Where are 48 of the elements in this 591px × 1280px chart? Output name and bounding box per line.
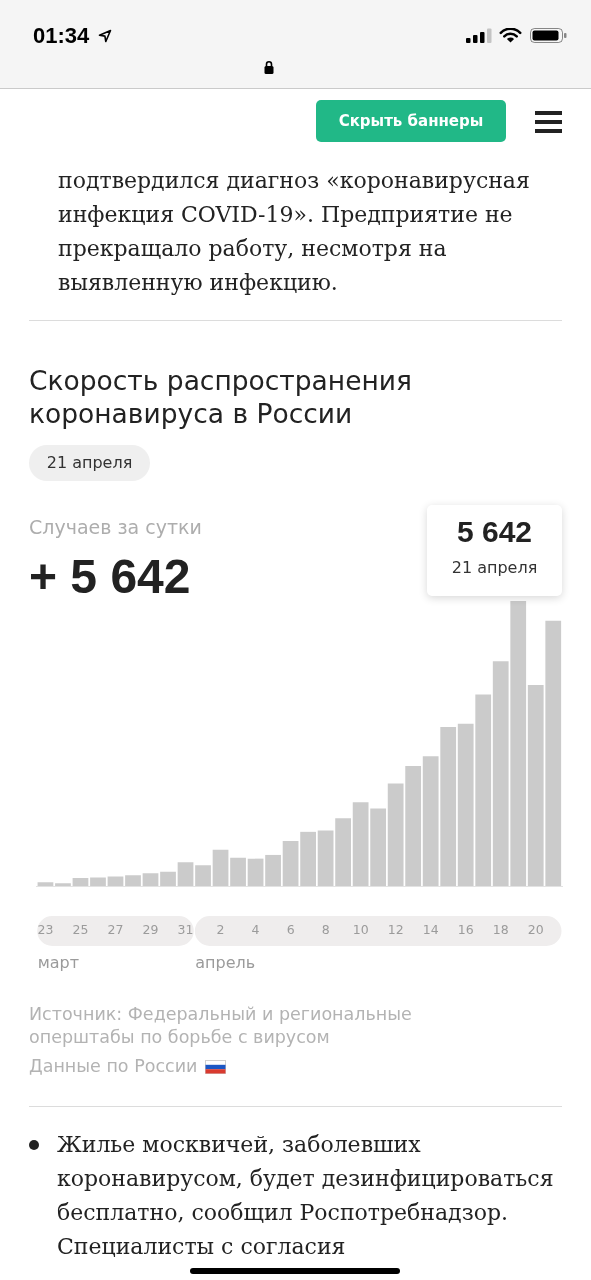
x-tick-label: 14	[422, 921, 439, 937]
bar	[177, 862, 194, 886]
text: Жилье москвичей, заболевших коронавирусом, будет дезинфицироваться бесплатно, сообщил Роспотребнадзор. Специалисты с согласия	[57, 1132, 554, 1259]
x-tick-label: 12	[387, 921, 404, 937]
y-axis-title: Случаев за сутки	[29, 516, 202, 538]
x-tick-label: 31	[177, 921, 194, 937]
text: 5 642	[456, 515, 533, 548]
chart-title: Скорость распространения коронавируса в России	[29, 365, 412, 429]
x-tick-label: 27	[107, 921, 124, 937]
bar	[142, 873, 159, 886]
bar	[90, 877, 106, 886]
text: март	[37, 953, 80, 973]
text: 21 апреля	[451, 558, 538, 577]
bar	[230, 857, 246, 886]
x-tick-label: 4	[251, 921, 260, 937]
bar	[335, 818, 351, 886]
bar	[265, 854, 281, 886]
x-tick-label: 25	[72, 921, 89, 937]
x-tick-label: 16	[457, 921, 474, 937]
x-tick-label: 2	[216, 921, 225, 937]
bar	[55, 883, 71, 886]
text: Данные по России	[29, 1055, 198, 1078]
x-tick-label: 29	[142, 921, 159, 937]
text: апрель	[195, 953, 256, 973]
text: 01:34	[33, 23, 90, 48]
bar	[125, 875, 141, 886]
x-tick-label: 18	[492, 921, 509, 937]
bar	[247, 858, 264, 886]
menu-icon[interactable]	[535, 111, 562, 133]
bar	[212, 849, 229, 886]
bar	[160, 871, 176, 886]
x-tick-label: 10	[352, 921, 369, 937]
text: Источник: Федеральный и региональные оперштабы по борьбе с вирусом	[29, 1004, 412, 1047]
annotation: + 5 642	[29, 550, 191, 603]
hide-banners-button[interactable]: Скрыть баннеры	[316, 100, 506, 142]
bar	[300, 831, 316, 886]
bar	[37, 882, 54, 886]
x-tick-label: 20	[527, 921, 544, 937]
bar	[282, 840, 299, 886]
bar	[195, 865, 211, 886]
chart-subtitle: 21 апреля	[46, 453, 133, 472]
x-tick-label: 23	[37, 921, 54, 937]
text: подтвердился диагноз «коронавирусная инфекция COVID-19». Предприятие не прекращало работу, несмотря на выявленную инфекцию.	[58, 168, 530, 295]
bar	[317, 830, 334, 886]
x-tick-label: 6	[286, 921, 295, 937]
x-tick-label: 8	[321, 921, 330, 937]
bar	[72, 878, 89, 886]
bar	[107, 876, 124, 886]
